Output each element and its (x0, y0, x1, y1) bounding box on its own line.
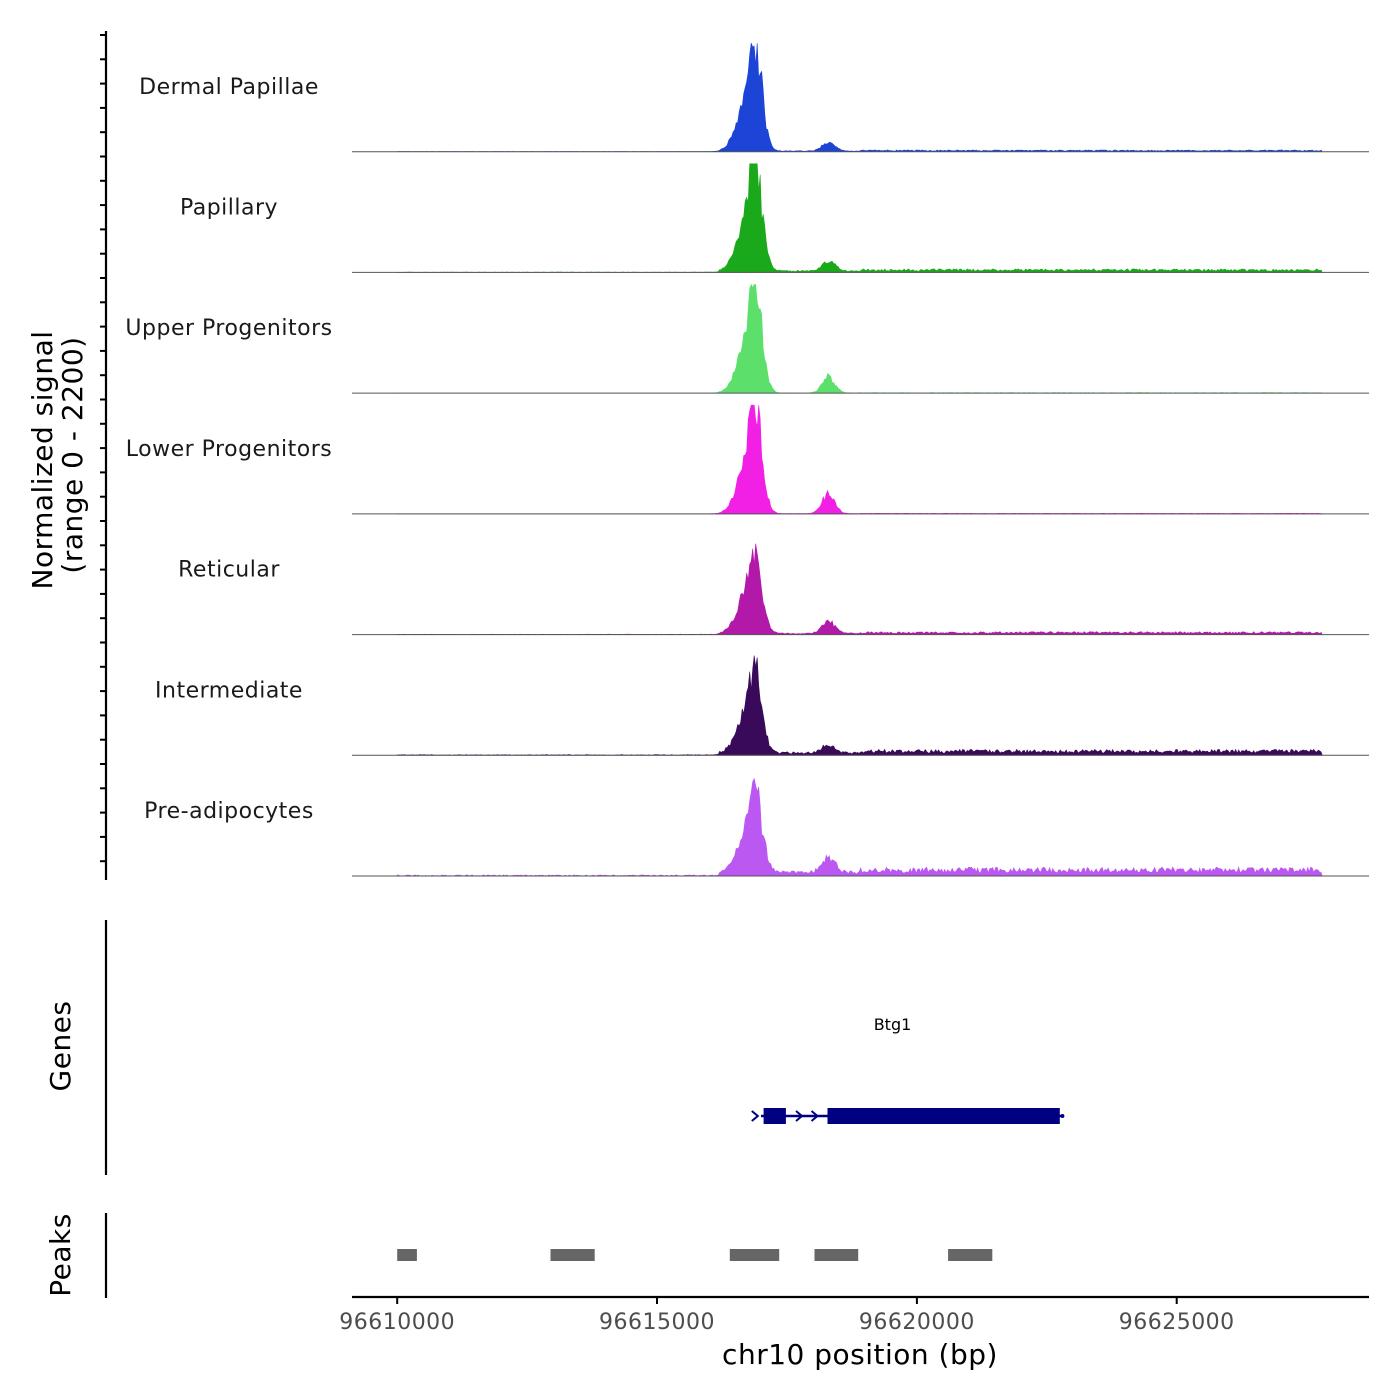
track-label: Pre-adipocytes (144, 799, 314, 824)
track-label: Reticular (178, 558, 280, 583)
track-lower-progenitors: Lower Progenitors (126, 404, 1369, 515)
gene-track: Btg1 (751, 1015, 1065, 1124)
signal-area (397, 42, 1323, 153)
peak-region (550, 1249, 595, 1261)
gene-name-label: Btg1 (874, 1015, 912, 1034)
strand-arrow (751, 1110, 760, 1122)
signal-y-title-line2: (range 0 - 2200) (56, 336, 89, 573)
track-dermal-papillae: Dermal Papillae (139, 42, 1369, 153)
peak-track (397, 1249, 993, 1261)
x-tick-label: 96615000 (599, 1310, 715, 1335)
gene-end-dot (1060, 1114, 1065, 1118)
signal-y-ticks (100, 34, 106, 863)
gene-exon (763, 1108, 786, 1124)
track-label: Dermal Papillae (139, 75, 319, 100)
x-axis-title: chr10 position (bp) (722, 1338, 998, 1371)
signal-area (396, 655, 1323, 756)
signal-y-title-line1: Normalized signal (26, 330, 59, 589)
track-papillary: Papillary (180, 163, 1369, 273)
signal-area (397, 543, 1323, 635)
x-tick-label: 96620000 (859, 1310, 975, 1335)
gene-exon (827, 1108, 1060, 1124)
peak-region (814, 1249, 859, 1261)
x-axis-ticks: 96610000 96615000 96620000 96625000 (339, 1297, 1234, 1335)
strand-arrow (795, 1110, 804, 1122)
gene-btg1: Btg1 (751, 1015, 1065, 1124)
track-intermediate: Intermediate (155, 655, 1369, 756)
signal-area (396, 777, 1323, 877)
track-pre-adipocytes: Pre-adipocytes (144, 777, 1369, 877)
peaks-title: Peaks (44, 1213, 77, 1297)
signal-tracks: Dermal Papillae Papillary Upper Progenitor… (125, 42, 1369, 877)
signal-area (396, 404, 1323, 515)
track-upper-progenitors: Upper Progenitors (125, 283, 1369, 394)
peak-region (397, 1249, 417, 1261)
x-tick-label: 96610000 (339, 1310, 455, 1335)
peak-region (729, 1249, 780, 1261)
track-label: Papillary (180, 196, 278, 221)
track-label: Lower Progenitors (126, 437, 332, 462)
x-tick-label: 96625000 (1119, 1310, 1235, 1335)
track-label: Upper Progenitors (125, 316, 332, 341)
signal-area (397, 283, 1323, 394)
track-reticular: Reticular (178, 543, 1369, 636)
genes-title: Genes (44, 1001, 77, 1092)
signal-area (396, 163, 1323, 273)
strand-arrow (810, 1110, 820, 1122)
peak-region (948, 1249, 993, 1261)
track-label: Intermediate (155, 678, 303, 703)
